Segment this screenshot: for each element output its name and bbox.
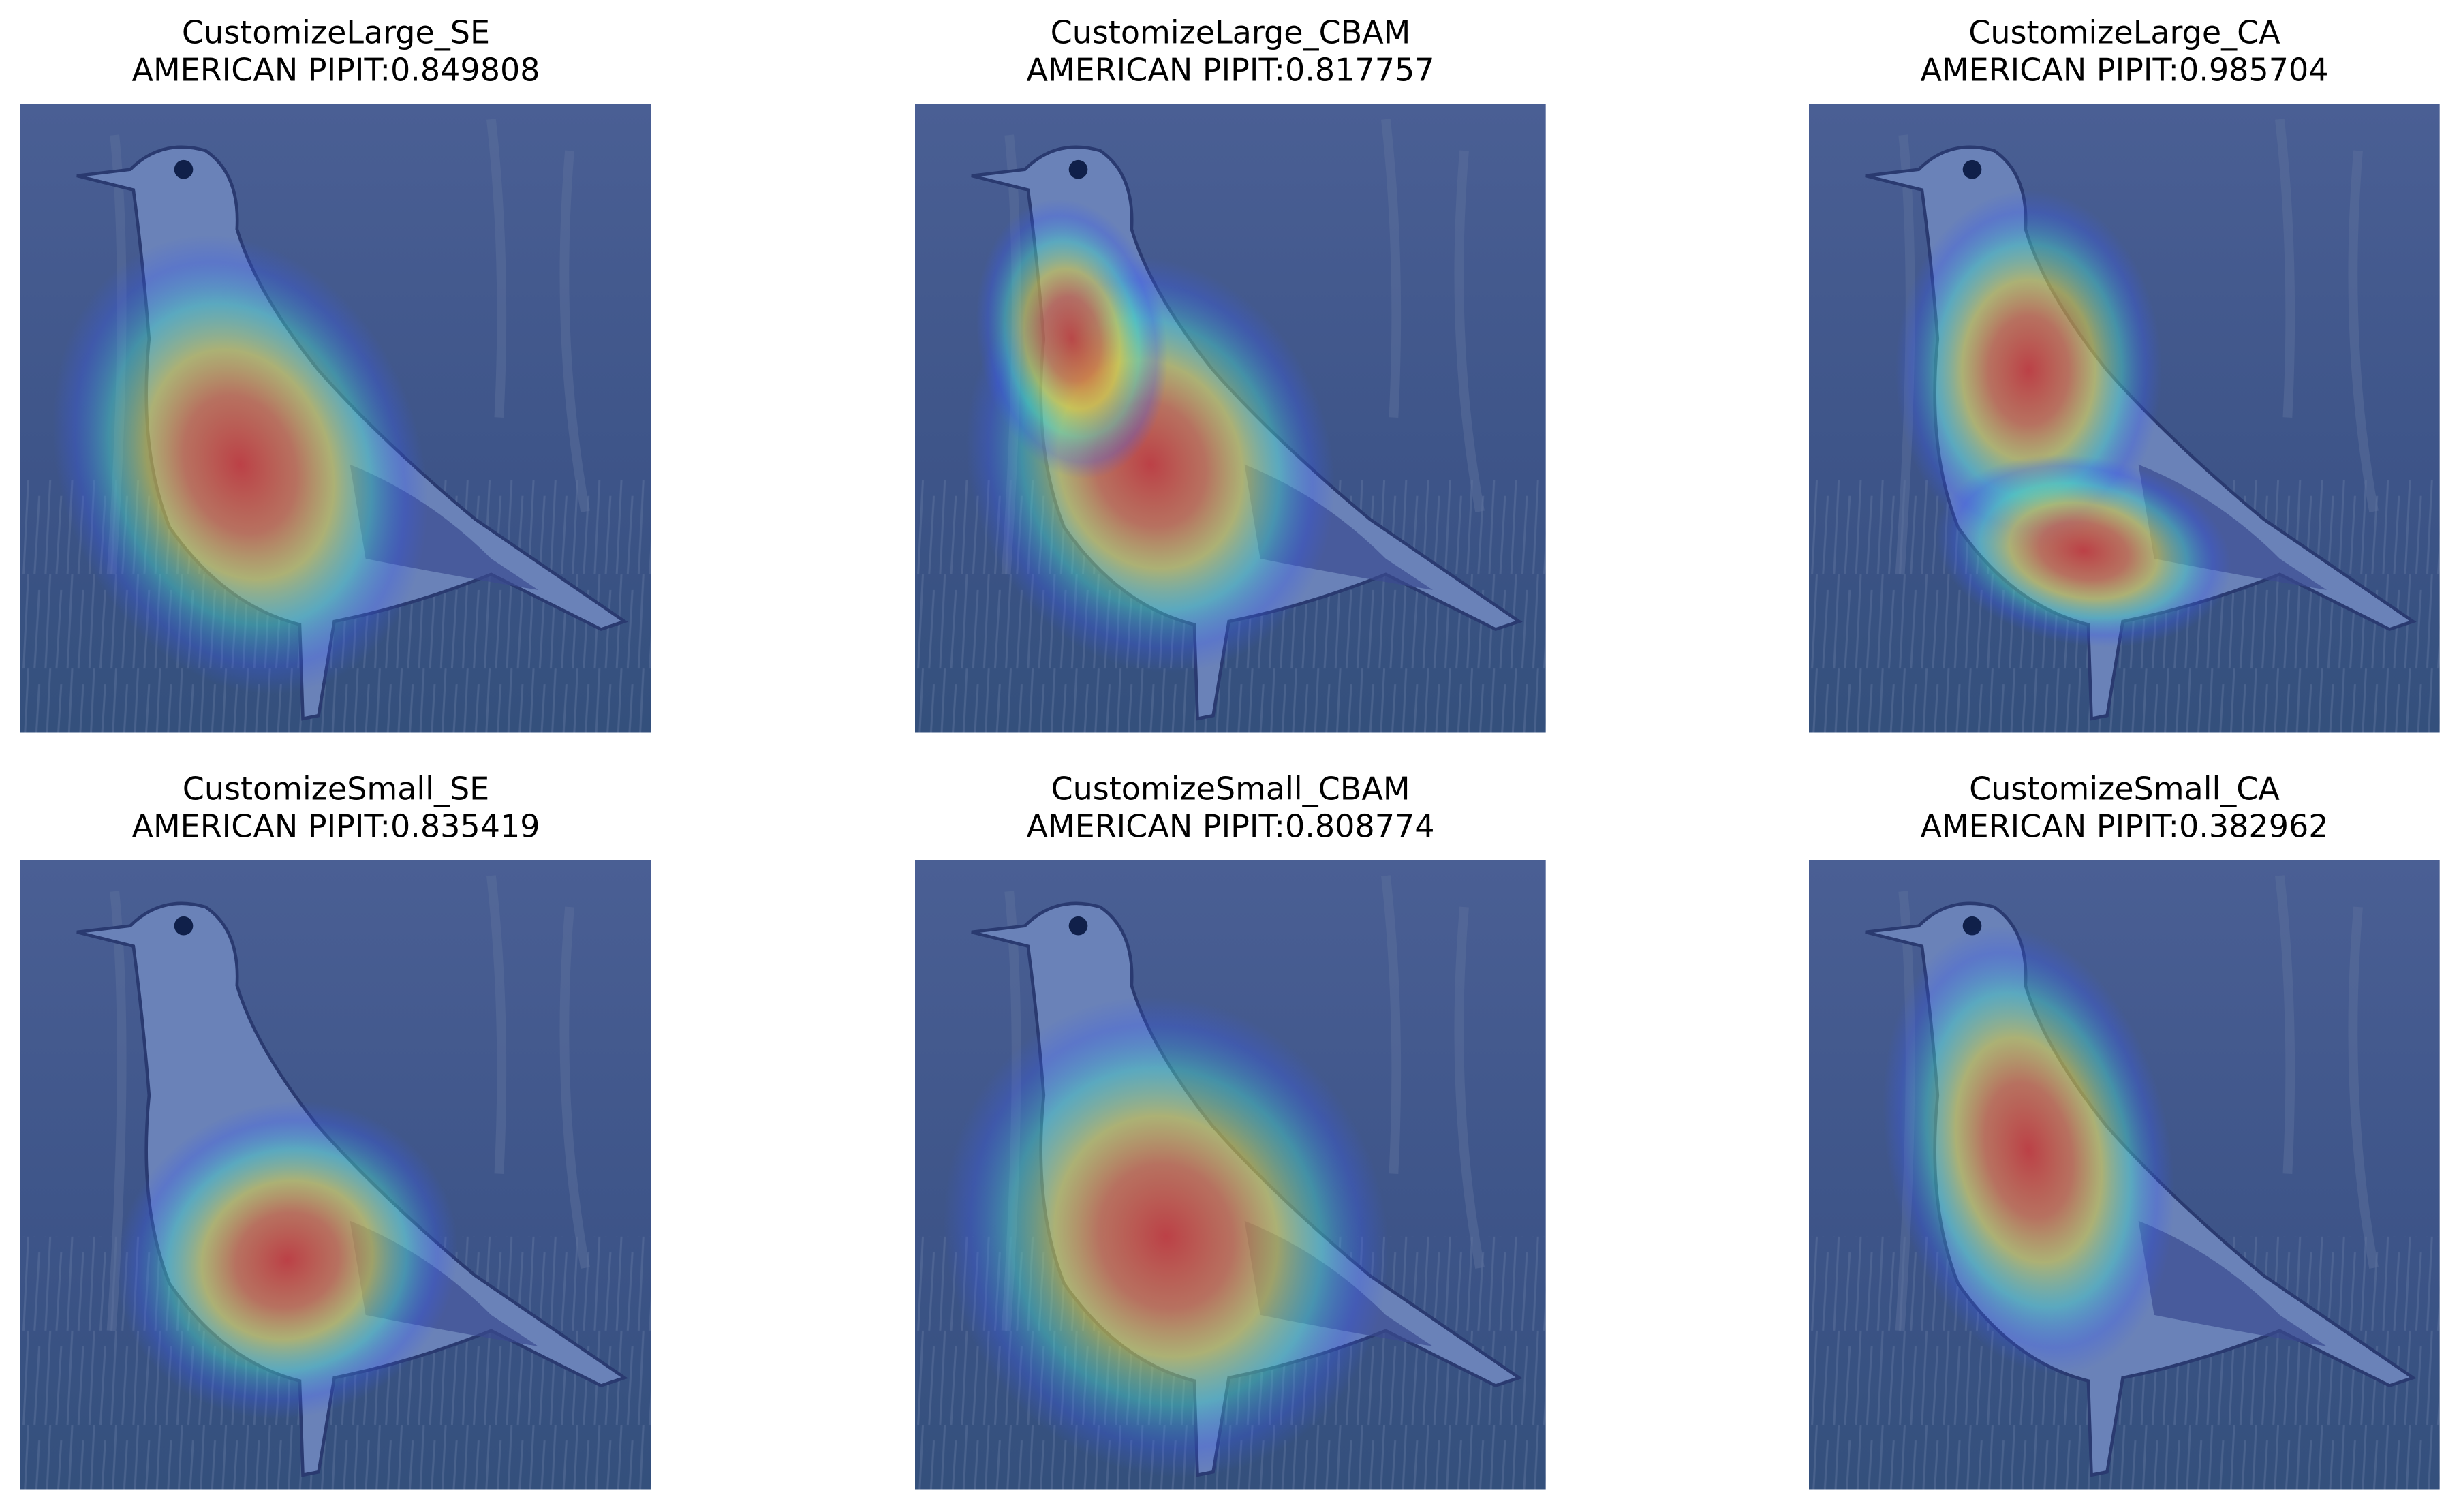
prediction-label: AMERICAN PIPIT:0.835419 <box>131 808 540 845</box>
heat-region <box>1936 454 2231 647</box>
prediction-label: AMERICAN PIPIT:0.817757 <box>1026 52 1434 89</box>
heatmap-image <box>1809 104 2440 733</box>
heatmap-image <box>876 860 1545 1512</box>
panel-title: CustomizeSmall_CBAM <box>1051 771 1410 807</box>
heat-region <box>976 198 1168 479</box>
panel-title: CustomizeSmall_SE <box>183 771 489 807</box>
prediction-label: AMERICAN PIPIT:0.808774 <box>1026 808 1434 845</box>
panel-title: CustomizeLarge_SE <box>182 14 490 51</box>
heatmap-image <box>1809 860 2440 1490</box>
heatmap-image <box>0 104 651 747</box>
heat-region <box>943 996 1389 1477</box>
prediction-label: AMERICAN PIPIT:0.849808 <box>131 52 540 89</box>
prediction-label: AMERICAN PIPIT:0.382962 <box>1920 808 2328 845</box>
heat-region <box>116 1101 459 1419</box>
heatmap-image <box>20 860 651 1490</box>
heatmap-image <box>908 104 1546 733</box>
heat-region <box>52 234 428 694</box>
panel-title: CustomizeLarge_CBAM <box>1051 14 1411 51</box>
heat-region <box>1883 925 2175 1375</box>
prediction-label: AMERICAN PIPIT:0.985704 <box>1920 52 2328 89</box>
panel-title: CustomizeSmall_CA <box>1969 771 2280 807</box>
panel-title: CustomizeLarge_CA <box>1968 14 2280 51</box>
